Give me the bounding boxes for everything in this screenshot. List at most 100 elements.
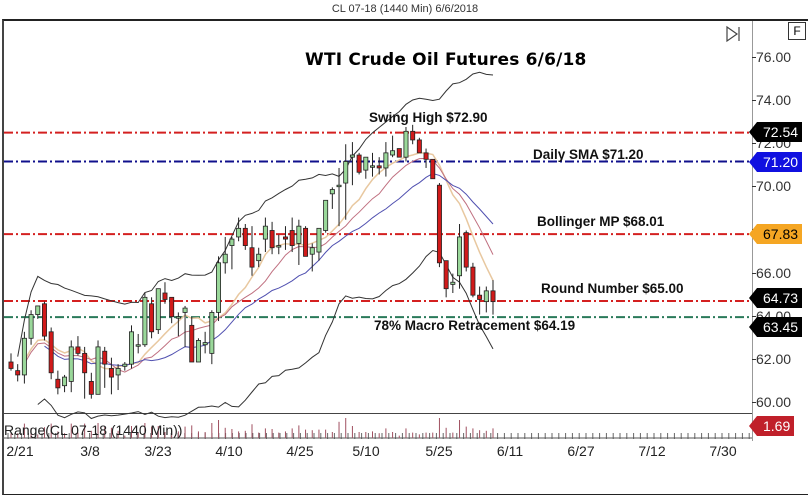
candle-up [35, 305, 41, 315]
candle-down [242, 227, 248, 246]
candle-down [149, 303, 155, 333]
candle-down [477, 294, 483, 300]
x-tick-label: 7/12 [638, 443, 666, 459]
candle-up [222, 253, 228, 264]
upper-bollinger-band [17, 71, 494, 357]
price-tag-lower-band: 63.45 [748, 317, 803, 337]
candle-down [430, 158, 436, 180]
price-tag-range: 1.69 [748, 416, 795, 436]
candle-up [323, 199, 329, 231]
candle-up [202, 342, 208, 346]
candle-up [216, 262, 222, 313]
price-tag-last-close: 64.73 [748, 288, 803, 308]
x-tick-label: 5/25 [425, 443, 453, 459]
candle-up [129, 331, 134, 365]
annotation-swing-high: Swing High $72.90 [369, 110, 488, 125]
annotation-bollinger-mp: Bollinger MP $68.01 [537, 214, 665, 229]
candle-up [276, 245, 282, 248]
scroll-to-end-button[interactable] [726, 25, 742, 43]
candle-down [102, 350, 108, 365]
candle-down [423, 152, 429, 160]
candle-down [282, 236, 288, 240]
annotation-daily-sma: Daily SMA $71.20 [533, 147, 644, 162]
y-tick-label: 66.00 [751, 264, 792, 281]
price-tag-swing-high: 72.54 [748, 122, 803, 142]
candle-up [62, 376, 68, 387]
lower-bollinger-band [37, 249, 494, 420]
candle-down [55, 378, 61, 389]
candle-up [349, 154, 355, 158]
y-tick-label: 74.00 [751, 92, 792, 109]
candle-up [316, 227, 322, 253]
chart-header-title: CL 07-18 (1440 Min) 6/6/2018 [331, 3, 479, 15]
candle-down [189, 324, 195, 363]
candle-down [356, 154, 362, 173]
candle-up [209, 312, 215, 354]
candle-down [162, 292, 168, 300]
candle-down [396, 148, 402, 158]
y-tick-label: 70.00 [751, 178, 792, 195]
candle-down [82, 352, 88, 374]
sma-line-blue [44, 172, 494, 367]
candle-up [175, 316, 181, 319]
x-tick-label: 7/30 [709, 443, 737, 459]
candle-down [88, 380, 94, 395]
candle-down [436, 184, 442, 264]
candle-up [329, 189, 335, 195]
candle-up [21, 337, 27, 376]
x-tick-label: 6/11 [496, 443, 524, 459]
chart-title: WTI Crude Oil Futures 6/6/18 [305, 50, 587, 70]
candle-down [410, 130, 416, 141]
candle-down [169, 296, 175, 318]
candle-up [450, 281, 456, 285]
candle-down [108, 368, 114, 378]
annotation-macro-retracement: 78% Macro Retracement $64.19 [374, 318, 576, 333]
candle-up [383, 152, 389, 169]
candle-up [135, 344, 141, 347]
candle-up [229, 238, 235, 246]
candle-down [15, 370, 21, 376]
x-tick-label: 5/10 [352, 443, 380, 459]
annotation-round-number: Round Number $65.00 [541, 281, 684, 296]
candle-up [336, 184, 342, 188]
f-button[interactable]: F [788, 22, 806, 40]
candle-down [249, 247, 255, 268]
candle-down [490, 290, 496, 303]
price-tag-sma: 71.20 [748, 152, 803, 172]
candle-up [68, 346, 74, 382]
candle-up [28, 314, 34, 339]
skip-to-end-icon [726, 25, 740, 43]
candle-down [75, 346, 81, 354]
x-tick-label: 6/27 [567, 443, 595, 459]
candle-up [182, 307, 188, 313]
price-tag-bollinger-mid: 67.83 [748, 224, 803, 244]
ema-line-tan [23, 152, 494, 370]
candle-up [343, 161, 349, 184]
x-tick-label: 4/25 [286, 443, 314, 459]
candle-up [262, 225, 268, 240]
candle-up [457, 236, 463, 277]
candle-down [416, 139, 422, 154]
candle-up [390, 150, 396, 156]
candle-up [155, 288, 161, 331]
chart-frame [2, 19, 808, 495]
candle-down [303, 227, 309, 257]
x-tick-label: 3/8 [80, 443, 100, 459]
candle-up [309, 247, 315, 255]
candle-down [289, 230, 295, 246]
x-tick-label: 3/23 [144, 443, 172, 459]
candle-up [142, 296, 148, 346]
candle-down [8, 361, 14, 369]
candle-down [443, 260, 449, 290]
candle-up [95, 346, 101, 395]
subpanel-divider [2, 413, 752, 414]
candle-up [483, 290, 489, 303]
x-tick-label: 4/10 [215, 443, 243, 459]
y-tick-label: 62.00 [751, 350, 792, 367]
candle-up [122, 363, 128, 367]
candle-up [236, 227, 242, 238]
candle-up [256, 253, 262, 262]
y-tick-label: 60.00 [751, 393, 792, 410]
candle-down [463, 232, 469, 268]
